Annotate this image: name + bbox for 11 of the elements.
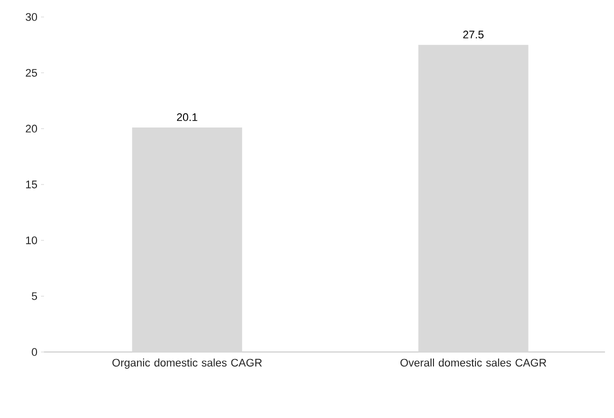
y-tick-label: 30 bbox=[26, 13, 38, 21]
y-tick-label: 25 bbox=[26, 68, 38, 77]
x-tick-label: Overall domestic sales CAGR bbox=[400, 358, 546, 367]
x-tick-label: Organic domestic sales CAGR bbox=[112, 358, 262, 369]
y-tick-label: 15 bbox=[26, 180, 38, 188]
y-tick-label: 10 bbox=[26, 236, 38, 244]
data-label: 27.5 bbox=[463, 30, 484, 38]
data-label: 20.1 bbox=[176, 113, 198, 122]
y-tick-label: 20 bbox=[26, 124, 38, 133]
y-tick-label: 5 bbox=[32, 292, 38, 300]
y-tick-label: 0 bbox=[32, 348, 38, 356]
